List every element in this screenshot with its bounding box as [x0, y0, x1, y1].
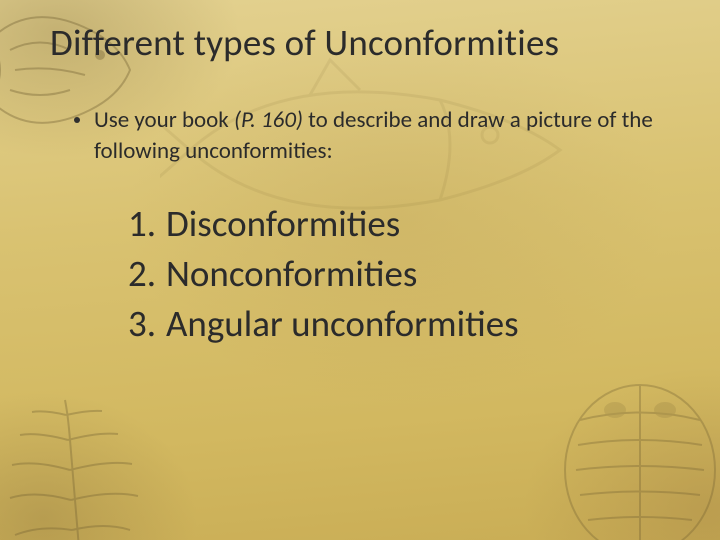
bullet-italic: (P. 160): [234, 106, 303, 134]
list-number: 1.: [128, 199, 166, 249]
slide-content: Different types of Unconformities Use yo…: [0, 0, 720, 540]
bullet-prefix: Use your book: [94, 106, 234, 134]
numbered-list: 1. Disconformities 2. Nonconformities 3.…: [128, 199, 670, 349]
slide-title: Different types of Unconformities: [50, 22, 670, 65]
list-label: Disconformities: [166, 199, 400, 249]
list-label: Nonconformities: [166, 249, 417, 299]
list-label: Angular unconformities: [166, 299, 519, 349]
list-number: 3.: [128, 299, 166, 349]
list-item: 1. Disconformities: [128, 199, 670, 249]
list-item: 3. Angular unconformities: [128, 299, 670, 349]
bullet-dot-icon: [74, 117, 80, 123]
bullet-text: Use your book (P. 160) to describe and d…: [94, 105, 670, 167]
list-number: 2.: [128, 249, 166, 299]
list-item: 2. Nonconformities: [128, 249, 670, 299]
bullet-item: Use your book (P. 160) to describe and d…: [74, 105, 670, 167]
